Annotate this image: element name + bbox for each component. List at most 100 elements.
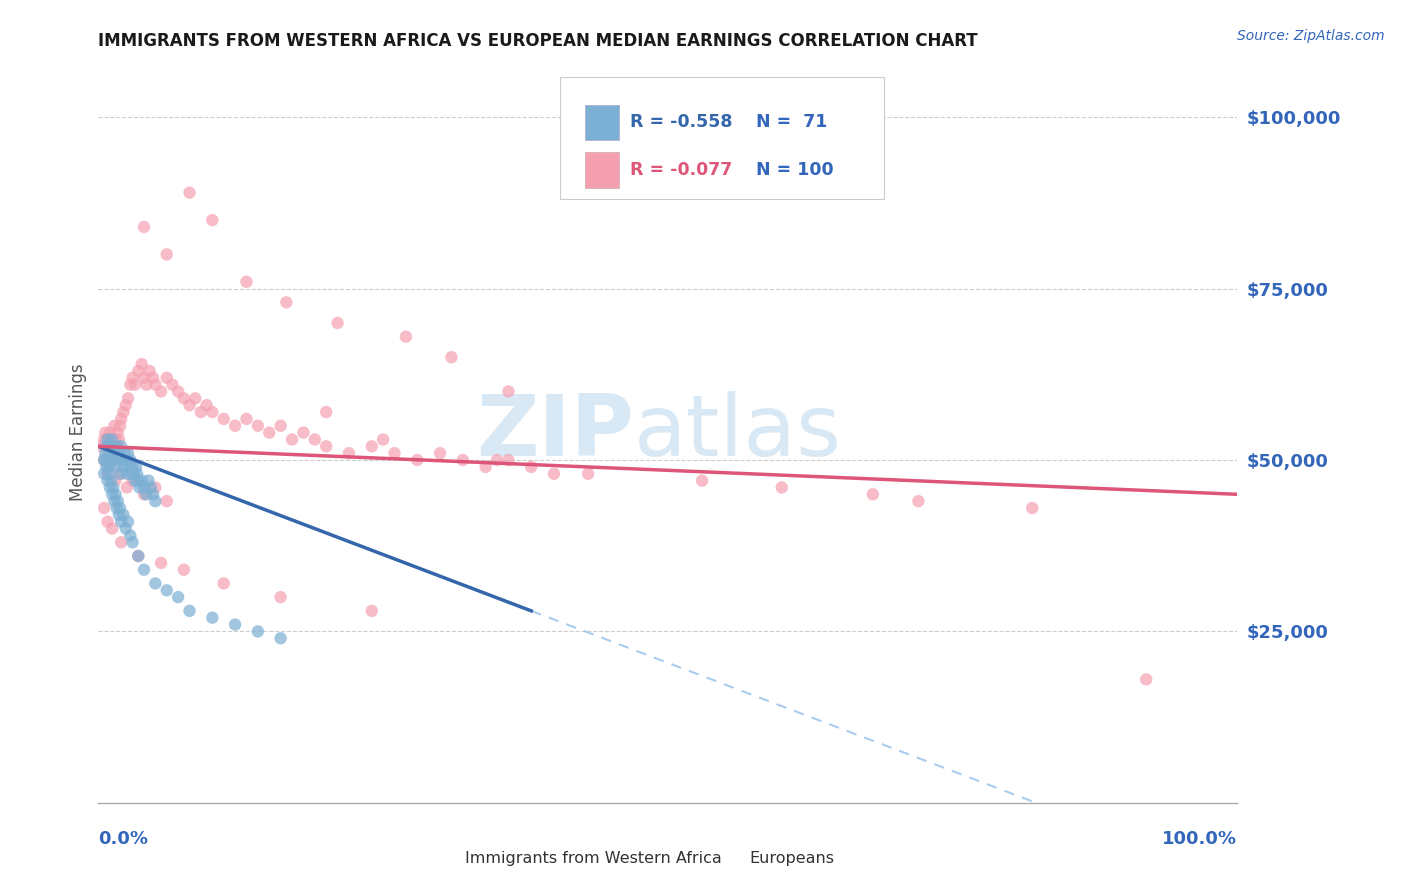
Point xyxy=(114,398,136,412)
Point xyxy=(167,590,190,604)
Point xyxy=(125,459,148,474)
Point xyxy=(201,610,224,624)
Point xyxy=(862,487,884,501)
Point xyxy=(135,487,157,501)
Point xyxy=(93,467,115,481)
Point xyxy=(127,474,149,488)
Point xyxy=(93,501,115,516)
Point xyxy=(103,446,125,460)
Point xyxy=(104,487,127,501)
Point xyxy=(96,459,118,474)
Point xyxy=(131,357,153,371)
Text: IMMIGRANTS FROM WESTERN AFRICA VS EUROPEAN MEDIAN EARNINGS CORRELATION CHART: IMMIGRANTS FROM WESTERN AFRICA VS EUROPE… xyxy=(98,32,979,50)
Point xyxy=(190,405,212,419)
Point xyxy=(103,494,125,508)
Point xyxy=(145,576,167,591)
Point xyxy=(120,453,142,467)
Point xyxy=(246,418,269,433)
Point xyxy=(131,474,153,488)
Bar xyxy=(434,845,460,871)
Point xyxy=(304,433,326,447)
Point xyxy=(292,425,315,440)
Point xyxy=(117,446,139,460)
Point xyxy=(108,446,131,460)
Point xyxy=(1135,673,1157,687)
Point xyxy=(179,398,201,412)
Point xyxy=(97,467,120,481)
Point xyxy=(117,392,139,406)
Point xyxy=(127,549,149,563)
Point xyxy=(270,590,292,604)
Point xyxy=(112,459,135,474)
Point xyxy=(142,371,165,385)
Point xyxy=(121,535,143,549)
Point xyxy=(145,494,167,508)
Point xyxy=(105,439,128,453)
Point xyxy=(326,316,349,330)
Point xyxy=(486,453,509,467)
Point xyxy=(156,494,179,508)
Point xyxy=(212,576,235,591)
Point xyxy=(96,433,118,447)
Point xyxy=(179,186,201,200)
Text: atlas: atlas xyxy=(634,391,842,475)
Point xyxy=(270,418,292,433)
Point xyxy=(156,583,179,598)
Point xyxy=(270,632,292,646)
Point xyxy=(115,467,138,481)
Point xyxy=(132,371,155,385)
Point xyxy=(315,405,337,419)
Point xyxy=(235,412,257,426)
Point xyxy=(107,425,129,440)
Point xyxy=(139,480,162,494)
Point xyxy=(770,480,793,494)
Point xyxy=(224,418,246,433)
Point xyxy=(127,467,149,481)
Point xyxy=(96,474,118,488)
Point xyxy=(98,425,121,440)
Point xyxy=(429,446,451,460)
Point xyxy=(108,418,131,433)
Point xyxy=(315,439,337,453)
Point xyxy=(246,624,269,639)
Point xyxy=(142,487,165,501)
Point xyxy=(173,392,195,406)
Point xyxy=(100,439,122,453)
Point xyxy=(117,515,139,529)
Point xyxy=(107,494,129,508)
Point xyxy=(103,453,125,467)
Point xyxy=(120,528,142,542)
Point xyxy=(498,453,520,467)
Point xyxy=(520,459,543,474)
Point xyxy=(90,439,112,453)
Point xyxy=(132,487,155,501)
Point xyxy=(101,433,124,447)
Point xyxy=(395,329,418,343)
Point xyxy=(127,549,149,563)
Point xyxy=(96,467,118,481)
Point xyxy=(108,467,131,481)
Text: Source: ZipAtlas.com: Source: ZipAtlas.com xyxy=(1237,29,1385,43)
Point xyxy=(94,425,117,440)
Bar xyxy=(718,845,744,871)
Point xyxy=(124,377,146,392)
Point xyxy=(440,350,463,364)
Point xyxy=(97,446,120,460)
Point xyxy=(138,364,160,378)
Point xyxy=(114,522,136,536)
Point xyxy=(371,433,394,447)
Point xyxy=(201,213,224,227)
Point xyxy=(121,459,143,474)
Point xyxy=(128,480,150,494)
Point xyxy=(104,474,127,488)
Text: N = 100: N = 100 xyxy=(755,161,834,178)
Point xyxy=(103,480,125,494)
Point xyxy=(224,617,246,632)
Point xyxy=(121,474,143,488)
Point xyxy=(110,515,132,529)
Point xyxy=(690,474,713,488)
Point xyxy=(121,371,143,385)
Point xyxy=(101,522,124,536)
Point xyxy=(132,480,155,494)
Text: Europeans: Europeans xyxy=(749,851,835,866)
